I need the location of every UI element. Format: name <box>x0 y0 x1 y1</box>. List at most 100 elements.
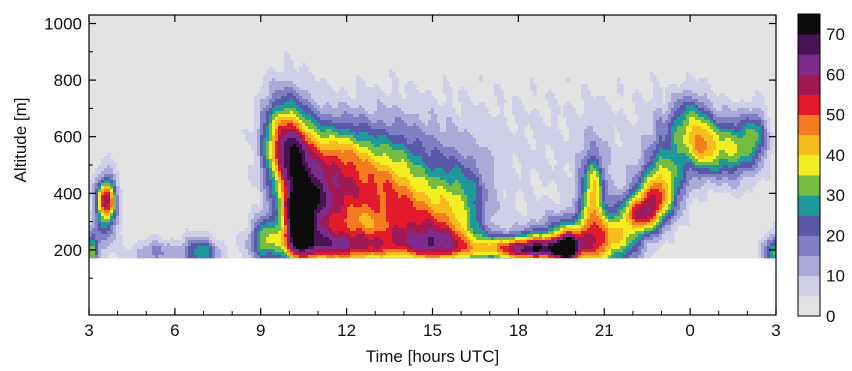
contour-cell <box>659 228 663 232</box>
contour-cell <box>569 126 588 130</box>
contour-cell <box>119 195 123 199</box>
contour-cell <box>320 147 357 151</box>
contour-cell <box>722 177 729 181</box>
contour-cell <box>443 90 453 94</box>
contour-cell <box>434 147 438 151</box>
contour-cell <box>467 129 510 133</box>
contour-cell <box>101 183 111 187</box>
contour-cell <box>740 114 759 118</box>
contour-cell <box>551 237 558 241</box>
contour-cell <box>368 213 387 217</box>
contour-cell <box>428 210 435 214</box>
contour-cell <box>308 135 315 139</box>
contour-cell <box>662 198 666 202</box>
contour-cell <box>710 168 720 172</box>
contour-cell <box>263 186 270 190</box>
contour-cell <box>374 219 387 223</box>
contour-cell <box>254 162 261 166</box>
contour-cell <box>377 183 384 187</box>
contour-cell <box>491 150 546 154</box>
contour-cell <box>257 147 261 151</box>
contour-cell <box>350 234 357 238</box>
contour-cell <box>416 189 447 193</box>
colorbar-label: 60 <box>826 65 845 84</box>
contour-cell <box>509 243 516 247</box>
contour-cell <box>302 156 306 160</box>
contour-cell <box>551 117 558 121</box>
contour-cell <box>611 252 615 256</box>
contour-cell <box>257 186 261 190</box>
contour-cell <box>575 174 579 178</box>
contour-cell <box>599 198 603 202</box>
contour-cell <box>683 102 696 106</box>
contour-cell <box>365 225 375 229</box>
contour-cell <box>434 111 456 115</box>
contour-cell <box>266 195 270 199</box>
contour-cell <box>575 249 579 253</box>
contour-cell <box>161 246 186 250</box>
contour-cell <box>482 207 486 211</box>
contour-cell <box>284 222 288 226</box>
contour-cell <box>665 96 672 100</box>
contour-cell <box>365 255 381 259</box>
contour-cell <box>314 240 333 244</box>
contour-cell <box>617 201 624 205</box>
contour-cell <box>137 249 153 253</box>
contour-cell <box>566 234 573 238</box>
contour-cell <box>605 237 609 241</box>
contour-cell <box>665 213 669 217</box>
contour-cell <box>581 228 588 232</box>
contour-cell <box>449 204 465 208</box>
contour-cell <box>287 213 291 217</box>
contour-cell <box>467 177 480 181</box>
contour-cell <box>647 216 654 220</box>
contour-cell <box>95 246 99 250</box>
contour-cell <box>578 216 582 220</box>
contour-cell <box>389 225 396 229</box>
contour-cell <box>425 90 432 94</box>
contour-cell <box>383 120 396 124</box>
contour-cell <box>674 198 678 202</box>
contour-cell <box>605 213 621 217</box>
contour-cell <box>263 207 270 211</box>
contour-cell <box>641 153 645 157</box>
contour-cell <box>665 90 684 94</box>
contour-cell <box>458 243 468 247</box>
contour-cell <box>293 120 300 124</box>
contour-cell <box>95 240 99 244</box>
contour-cell <box>545 93 555 97</box>
contour-cell <box>287 132 297 136</box>
contour-cell <box>272 210 279 214</box>
contour-cell <box>287 243 291 247</box>
contour-cell <box>584 168 588 172</box>
contour-cell <box>191 243 210 247</box>
contour-cell <box>656 132 669 136</box>
contour-cell <box>386 228 393 232</box>
contour-cell <box>329 237 348 241</box>
contour-cell <box>254 237 258 241</box>
contour-cell <box>581 246 594 250</box>
contour-cell <box>281 219 285 223</box>
contour-cell <box>587 162 591 166</box>
contour-cell <box>734 171 744 175</box>
contour-cell <box>623 141 642 145</box>
contour-cell <box>635 243 642 247</box>
contour-cell <box>368 246 375 250</box>
contour-cell <box>596 204 600 208</box>
contour-cell <box>656 207 660 211</box>
contour-cell <box>767 123 771 127</box>
contour-cell <box>278 168 282 172</box>
contour-cell <box>254 108 261 112</box>
contour-cell <box>266 180 273 184</box>
contour-cell <box>374 246 381 250</box>
colorbar-swatch <box>798 215 820 236</box>
contour-cell <box>716 183 723 187</box>
contour-cell <box>341 150 345 154</box>
contour-cell <box>596 162 600 166</box>
contour-cell <box>632 210 636 214</box>
contour-cell <box>260 141 264 145</box>
contour-cell <box>647 198 657 202</box>
contour-cell <box>512 108 525 112</box>
contour-cell <box>266 132 270 136</box>
contour-cell <box>641 201 645 205</box>
